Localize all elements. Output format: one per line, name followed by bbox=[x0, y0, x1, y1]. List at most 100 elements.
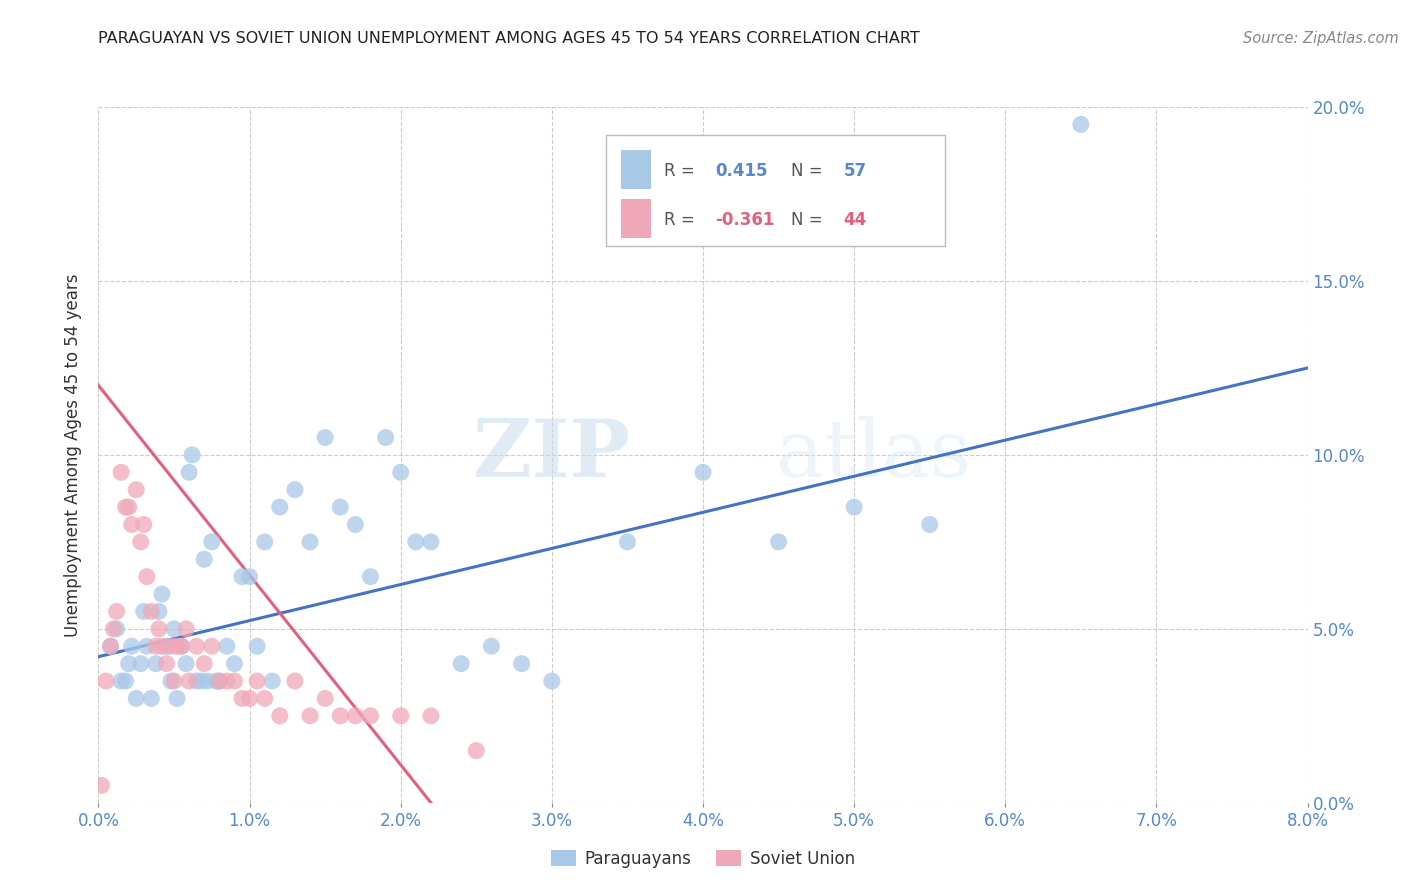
Point bbox=[103, 622, 125, 636]
Point bbox=[148, 605, 170, 619]
Point bbox=[360, 708, 382, 723]
Point bbox=[141, 691, 163, 706]
Text: R =: R = bbox=[664, 162, 700, 180]
Point bbox=[918, 517, 941, 532]
Point bbox=[201, 534, 224, 549]
Point bbox=[284, 674, 307, 689]
FancyBboxPatch shape bbox=[621, 151, 651, 188]
Point bbox=[246, 639, 269, 653]
Point bbox=[150, 587, 173, 601]
Point bbox=[166, 691, 188, 706]
Point bbox=[692, 466, 714, 480]
Point bbox=[195, 674, 218, 689]
Point bbox=[450, 657, 472, 671]
Text: ZIP: ZIP bbox=[474, 416, 630, 494]
Text: atlas: atlas bbox=[776, 416, 970, 494]
Point bbox=[166, 639, 188, 653]
Point bbox=[170, 639, 193, 653]
Point bbox=[163, 622, 186, 636]
Point bbox=[163, 674, 186, 689]
Text: 44: 44 bbox=[844, 211, 866, 229]
Point bbox=[186, 674, 208, 689]
Point bbox=[125, 691, 148, 706]
Point bbox=[114, 674, 136, 689]
Point bbox=[174, 657, 197, 671]
Point bbox=[253, 691, 276, 706]
Legend: Paraguayans, Soviet Union: Paraguayans, Soviet Union bbox=[544, 843, 862, 874]
Point bbox=[299, 708, 322, 723]
Point bbox=[344, 708, 367, 723]
Point bbox=[389, 466, 412, 480]
Point bbox=[314, 691, 336, 706]
Point bbox=[148, 622, 170, 636]
Point bbox=[329, 708, 352, 723]
Point bbox=[344, 517, 367, 532]
Point bbox=[129, 657, 152, 671]
Text: PARAGUAYAN VS SOVIET UNION UNEMPLOYMENT AMONG AGES 45 TO 54 YEARS CORRELATION CH: PARAGUAYAN VS SOVIET UNION UNEMPLOYMENT … bbox=[98, 31, 920, 46]
Point bbox=[215, 674, 238, 689]
Point bbox=[481, 639, 503, 653]
Point bbox=[616, 534, 638, 549]
Point bbox=[145, 639, 167, 653]
Point bbox=[374, 430, 396, 444]
Point bbox=[224, 674, 246, 689]
Point bbox=[246, 674, 269, 689]
Point bbox=[186, 639, 208, 653]
Point bbox=[94, 674, 117, 689]
Point bbox=[239, 570, 262, 584]
Point bbox=[231, 691, 253, 706]
Point bbox=[181, 448, 204, 462]
Point bbox=[174, 622, 197, 636]
Point bbox=[118, 500, 141, 514]
Point bbox=[145, 657, 167, 671]
Point bbox=[215, 639, 238, 653]
FancyBboxPatch shape bbox=[606, 135, 945, 246]
Point bbox=[405, 534, 427, 549]
Point bbox=[170, 639, 193, 653]
Text: 57: 57 bbox=[844, 162, 866, 180]
Point bbox=[90, 778, 112, 792]
Point bbox=[269, 500, 291, 514]
Point bbox=[224, 657, 246, 671]
Text: 0.415: 0.415 bbox=[716, 162, 768, 180]
Point bbox=[160, 674, 183, 689]
Point bbox=[253, 534, 276, 549]
Text: N =: N = bbox=[792, 162, 828, 180]
Point bbox=[193, 657, 215, 671]
Point bbox=[135, 639, 157, 653]
Point bbox=[314, 430, 336, 444]
Point bbox=[155, 639, 177, 653]
Point bbox=[179, 466, 201, 480]
Point bbox=[141, 605, 163, 619]
Point bbox=[193, 552, 215, 566]
Point bbox=[150, 639, 173, 653]
Point bbox=[465, 744, 488, 758]
Point bbox=[132, 605, 155, 619]
Point bbox=[114, 500, 136, 514]
Point bbox=[329, 500, 352, 514]
Point bbox=[179, 674, 201, 689]
Text: Source: ZipAtlas.com: Source: ZipAtlas.com bbox=[1243, 31, 1399, 46]
Point bbox=[121, 639, 143, 653]
Point bbox=[110, 674, 132, 689]
Point bbox=[100, 639, 122, 653]
Point bbox=[1070, 117, 1092, 131]
Point bbox=[420, 534, 443, 549]
Y-axis label: Unemployment Among Ages 45 to 54 years: Unemployment Among Ages 45 to 54 years bbox=[65, 273, 83, 637]
Point bbox=[110, 466, 132, 480]
Point bbox=[208, 674, 231, 689]
Point bbox=[208, 674, 231, 689]
Point bbox=[121, 517, 143, 532]
Point bbox=[269, 708, 291, 723]
Point bbox=[155, 657, 177, 671]
Point bbox=[262, 674, 284, 689]
Text: R =: R = bbox=[664, 211, 700, 229]
Point bbox=[389, 708, 412, 723]
Point bbox=[132, 517, 155, 532]
Point bbox=[105, 605, 128, 619]
Point bbox=[541, 674, 564, 689]
Point bbox=[118, 657, 141, 671]
Point bbox=[205, 674, 228, 689]
Text: N =: N = bbox=[792, 211, 828, 229]
Point bbox=[768, 534, 790, 549]
